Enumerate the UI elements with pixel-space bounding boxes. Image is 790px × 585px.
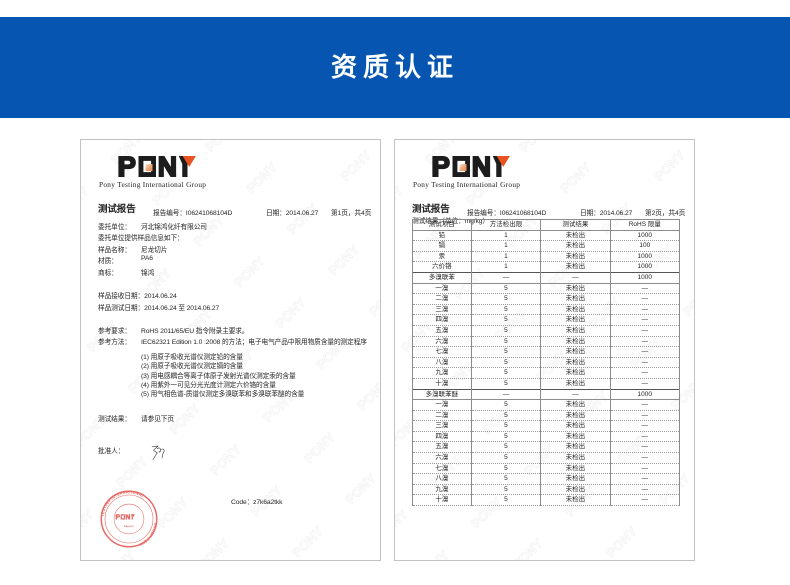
svg-text:检测认证中心: 检测认证中心 xyxy=(124,525,134,528)
svg-text:GROUP PONY: GROUP PONY xyxy=(138,522,159,547)
svg-text:TESTING INTERNATIONAL: TESTING INTERNATIONAL xyxy=(100,489,146,516)
